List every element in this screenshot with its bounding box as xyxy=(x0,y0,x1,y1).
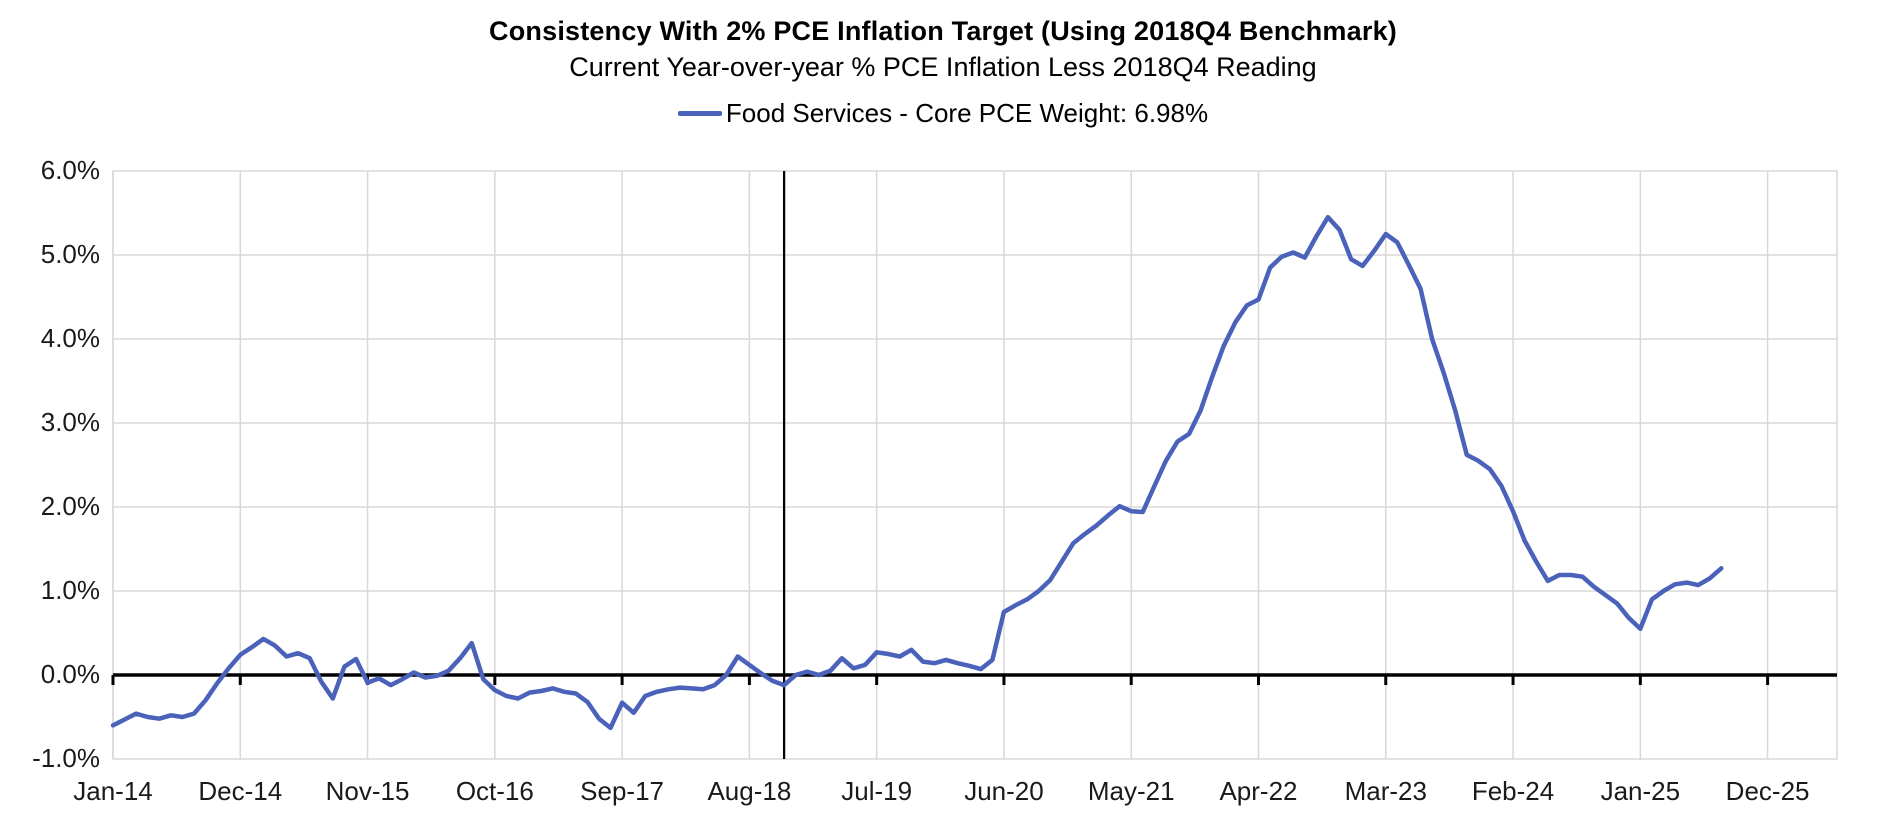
legend-line-swatch xyxy=(677,111,722,116)
x-axis-tick-label: Mar-23 xyxy=(1345,776,1427,806)
y-axis-tick-label: 3.0% xyxy=(41,407,100,437)
chart-title: Consistency With 2% PCE Inflation Target… xyxy=(489,16,1397,46)
y-axis-tick-label: 2.0% xyxy=(41,491,100,521)
x-axis-tick-label: Sep-17 xyxy=(580,776,664,806)
x-axis-tick-label: Jan-14 xyxy=(73,776,153,806)
x-axis-tick-label: Oct-16 xyxy=(456,776,534,806)
x-axis-tick-label: May-21 xyxy=(1088,776,1175,806)
x-axis-tick-label: Nov-15 xyxy=(326,776,410,806)
legend: Food Services - Core PCE Weight: 6.98% xyxy=(0,98,1886,129)
x-axis-tick-label: Dec-14 xyxy=(198,776,282,806)
x-axis-tick-label: Jun-20 xyxy=(964,776,1044,806)
y-axis-tick-label: 5.0% xyxy=(41,239,100,269)
x-axis-tick-label: Jan-25 xyxy=(1601,776,1681,806)
legend-item-label: Food Services - Core PCE Weight: 6.98% xyxy=(725,98,1209,128)
y-axis-tick-label: 1.0% xyxy=(41,575,100,605)
y-axis-tick-label: 6.0% xyxy=(41,155,100,185)
x-axis-tick-label: Jul-19 xyxy=(841,776,912,806)
x-axis-tick-label: Aug-18 xyxy=(707,776,791,806)
series-line xyxy=(110,214,1724,731)
y-axis-tick-label: 0.0% xyxy=(41,659,100,689)
y-axis-tick-label: 4.0% xyxy=(41,323,100,353)
y-axis-tick-label: -1.0% xyxy=(32,743,100,773)
x-axis-tick-label: Dec-25 xyxy=(1726,776,1810,806)
x-axis-tick-label: Apr-22 xyxy=(1219,776,1297,806)
x-axis-tick-label: Feb-24 xyxy=(1472,776,1554,806)
chart-subtitle: Current Year-over-year % PCE Inflation L… xyxy=(569,52,1317,82)
plot-border xyxy=(112,170,1838,760)
